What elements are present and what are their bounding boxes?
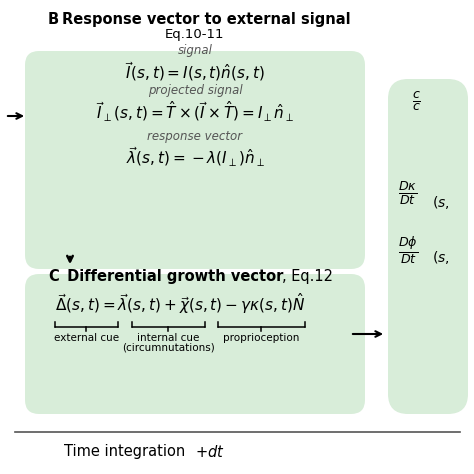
Text: external cue: external cue <box>54 333 119 343</box>
Text: B: B <box>48 12 59 27</box>
Text: projected signal: projected signal <box>148 84 242 97</box>
Text: proprioception: proprioception <box>223 333 300 343</box>
Text: Differential growth vector: Differential growth vector <box>62 269 283 284</box>
Text: $\vec{I}(s,t) = I(s,t)\hat{n}(s,t)$: $\vec{I}(s,t) = I(s,t)\hat{n}(s,t)$ <box>125 60 265 83</box>
Text: signal: signal <box>178 44 212 57</box>
Text: $\frac{D\phi}{Dt}$: $\frac{D\phi}{Dt}$ <box>398 234 418 266</box>
Text: $\vec{\Delta}(s,t) = \vec{\lambda}(s,t) + \vec{\chi}(s,t) - \gamma\kappa(s,t)\ha: $\vec{\Delta}(s,t) = \vec{\lambda}(s,t) … <box>55 291 305 316</box>
Text: (circumnutations): (circumnutations) <box>122 343 215 353</box>
Text: $(s,$: $(s,$ <box>432 194 450 211</box>
Text: $\vec{I}_{\perp}(s,t) = \hat{T} \times (\vec{I} \times \hat{T}) = I_{\perp}\hat{: $\vec{I}_{\perp}(s,t) = \hat{T} \times (… <box>96 100 294 124</box>
Text: internal cue: internal cue <box>137 333 200 343</box>
Text: $(s,$: $(s,$ <box>432 249 450 266</box>
Text: $\vec{\lambda}(s,t) = -\lambda(I_{\perp})\hat{n}_{\perp}$: $\vec{\lambda}(s,t) = -\lambda(I_{\perp}… <box>126 146 264 169</box>
Text: $\frac{D\kappa}{Dt}$: $\frac{D\kappa}{Dt}$ <box>398 179 417 207</box>
Text: Eq.10-11: Eq.10-11 <box>165 28 225 41</box>
Text: $+ dt$: $+ dt$ <box>195 444 225 460</box>
Text: C: C <box>48 269 59 284</box>
FancyBboxPatch shape <box>25 274 365 414</box>
Text: Response vector to external signal: Response vector to external signal <box>62 12 351 27</box>
Text: $\frac{c}{c}$: $\frac{c}{c}$ <box>412 89 421 113</box>
FancyBboxPatch shape <box>25 51 365 269</box>
Text: Time integration: Time integration <box>64 444 195 459</box>
Text: , Eq.12: , Eq.12 <box>282 269 333 284</box>
FancyBboxPatch shape <box>388 79 468 414</box>
Text: response vector: response vector <box>147 130 243 143</box>
